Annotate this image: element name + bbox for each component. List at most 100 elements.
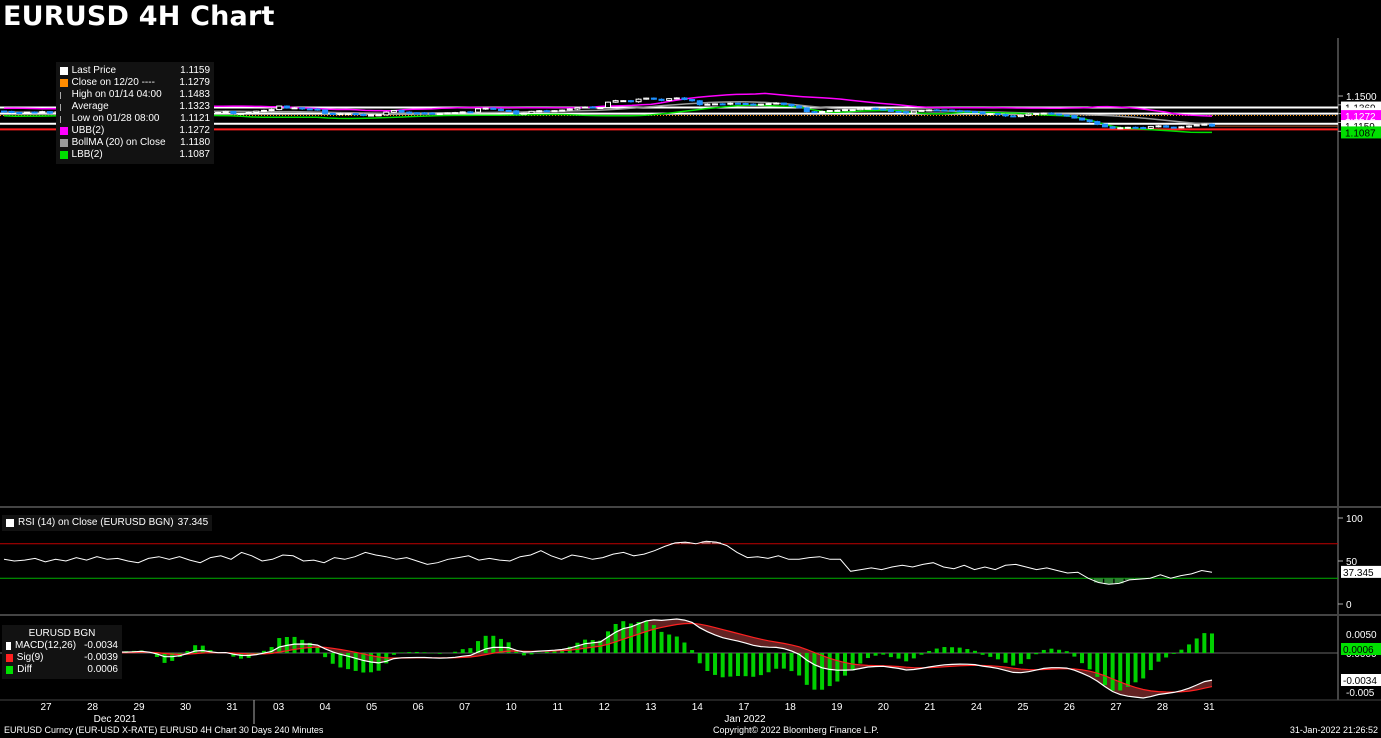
candle <box>1063 114 1070 117</box>
candle-body <box>1155 125 1162 128</box>
macd-value-tag-text: -0.0034 <box>1343 676 1377 687</box>
candle-body <box>796 105 803 109</box>
rsi-label: RSI (14) on Close (EURUSD BGN) <box>18 517 174 528</box>
price-tag <box>1341 110 1381 123</box>
candle-body <box>857 107 864 111</box>
candle-body <box>1124 126 1131 129</box>
macd-diff-bar <box>628 623 633 653</box>
candle <box>887 108 894 112</box>
candle-body <box>1048 112 1055 115</box>
macd-diff-bar <box>1125 653 1130 687</box>
candle-body <box>352 113 359 116</box>
candle <box>299 107 306 110</box>
candle <box>1071 114 1078 119</box>
macd-diff-bar <box>774 653 779 669</box>
macd-diff-bar <box>995 653 1000 660</box>
rsi-value-tag <box>1341 565 1381 578</box>
candle <box>268 108 275 112</box>
candle <box>719 103 726 106</box>
macd-legend: EURUSD BGN MACD(12,26) -0.0034 Sig(9) -0.00… <box>2 625 122 679</box>
macd-value-tag <box>1341 674 1381 686</box>
candle <box>1010 115 1017 118</box>
candle-body <box>574 107 581 110</box>
candle-body <box>872 107 879 110</box>
macd-diff-bar <box>422 652 427 653</box>
candle <box>467 111 474 114</box>
macd-diff-bar <box>927 650 932 653</box>
macd-diff-bar <box>904 653 909 662</box>
candle <box>528 110 535 114</box>
candle <box>1094 120 1101 126</box>
average-marker-icon <box>60 103 68 111</box>
macd-diff-bar <box>613 623 618 653</box>
candle <box>880 108 887 111</box>
candle-body <box>994 113 1001 116</box>
footer-source: EURUSD Curncy (EUR-USD X-RATE) EURUSD 4H… <box>4 725 324 735</box>
macd-diff-bar <box>690 650 695 653</box>
legend-row: Last Price 1.1159 <box>60 65 210 77</box>
candle <box>8 110 15 114</box>
macd-diff-bar <box>1210 633 1214 653</box>
signal-line <box>3 622 1213 693</box>
candle <box>429 112 436 115</box>
legend-value: 1.1483 <box>179 89 210 100</box>
candle-body <box>16 111 23 114</box>
candle-body <box>971 111 978 114</box>
candle <box>490 107 497 110</box>
macd-diff-bar <box>460 649 465 653</box>
candle <box>398 109 405 113</box>
macd-diff-bar <box>651 625 656 653</box>
candle-body <box>291 107 298 110</box>
candle <box>1048 112 1055 115</box>
macd-diff-bar <box>261 650 266 653</box>
macd-diff-bar <box>1064 651 1069 653</box>
candle <box>819 110 826 114</box>
candle <box>1140 126 1147 130</box>
macd-diff-bar <box>491 635 496 653</box>
macd-diff-bar <box>361 653 366 673</box>
candle-body <box>1132 126 1139 129</box>
candle <box>635 98 642 103</box>
macd-legend-title: EURUSD BGN <box>28 628 96 639</box>
macd-diff-bar <box>934 648 939 653</box>
macd-diff-bar <box>583 639 588 653</box>
macd-diff-bar <box>1102 653 1107 686</box>
candle <box>513 110 520 115</box>
candle <box>337 112 344 116</box>
candle-body <box>597 107 604 110</box>
candle-body <box>566 108 573 111</box>
macd-diff-bar <box>269 647 274 653</box>
candlesticks <box>1 97 1215 130</box>
candle <box>482 107 489 110</box>
candle <box>834 109 841 112</box>
candle <box>291 106 298 110</box>
legend-row: UBB(2) 1.1272 <box>60 125 210 137</box>
candle <box>903 110 910 114</box>
candle <box>1025 113 1032 117</box>
candle <box>788 103 795 108</box>
candle-body <box>1186 125 1193 128</box>
candle <box>864 107 871 110</box>
candle-body <box>421 112 428 115</box>
candle <box>276 105 283 111</box>
x-tick-label: 20 <box>878 702 890 713</box>
x-tick-label: 31 <box>1203 702 1215 713</box>
candle-body <box>497 108 504 111</box>
candle-body <box>780 102 787 105</box>
macd-diff-bar <box>713 653 718 675</box>
macd-diff-bar <box>957 647 962 653</box>
candle-body <box>1010 115 1017 118</box>
macd-diff-bar <box>162 653 167 663</box>
candle <box>536 110 543 113</box>
candle <box>627 99 634 103</box>
macd-diff-bar <box>391 653 396 655</box>
candle <box>612 99 619 103</box>
macd-diff-bar <box>659 631 664 653</box>
x-tick-label: 13 <box>645 702 657 713</box>
legend-value: 1.1272 <box>179 125 210 136</box>
macd-diff-bar <box>1164 653 1169 658</box>
macd-diff-bar <box>353 653 358 671</box>
macd-diff-bar <box>185 650 190 653</box>
candle-body <box>765 103 772 106</box>
rsi-tick-label: 100 <box>1346 514 1363 525</box>
